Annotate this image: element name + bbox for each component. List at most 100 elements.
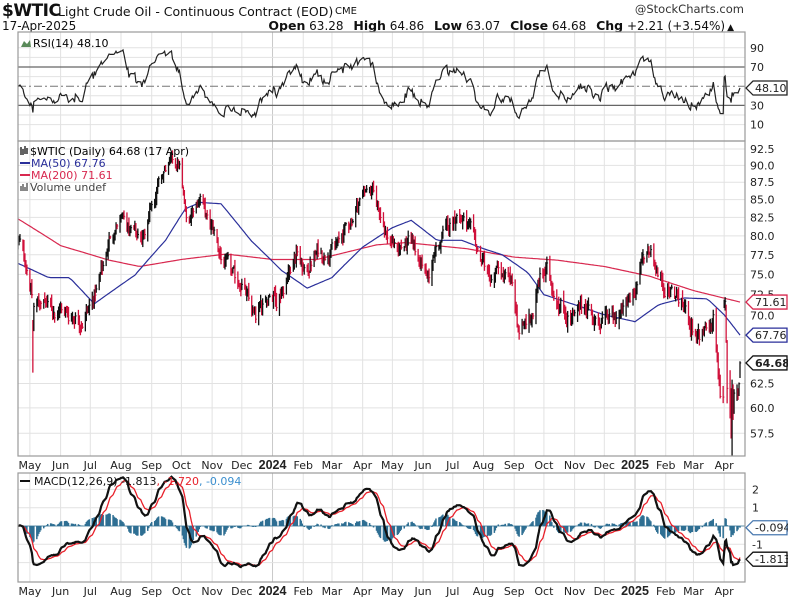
month-label: Jun (413, 585, 431, 598)
month-label: Jun (51, 585, 69, 598)
macd-legend: MACD(12,26,9) -1.813, -1.720, -0.094 (20, 475, 241, 488)
price-tick-label: 92.5 (750, 143, 775, 156)
month-label: Sep (504, 459, 525, 472)
value-tag-text: 67.76 (755, 329, 787, 342)
month-label: Nov (564, 459, 586, 472)
price-hgrid (18, 148, 745, 434)
macd-panel-border (17, 472, 746, 583)
change-value: +2.21 (+3.54%) (626, 19, 726, 33)
price-tick-label: 77.5 (750, 249, 775, 262)
month-label: Feb (293, 459, 312, 472)
month-label: May (381, 585, 404, 598)
month-label: Mar (322, 459, 343, 472)
price-tick-label: 80.0 (750, 230, 775, 243)
month-label: Jun (413, 459, 431, 472)
price-tick-label: 62.5 (750, 377, 775, 390)
price-bars (18, 150, 742, 456)
price-tick-label: 57.5 (750, 427, 775, 440)
ohlc-summary: Open 63.28 High 64.86 Low 63.07 Close 64… (268, 18, 734, 33)
month-label: Aug (473, 459, 494, 472)
month-label: Nov (564, 585, 586, 598)
price-legend-label: $WTIC (Daily) 64.68 (17 Apr) (30, 145, 189, 158)
month-label: Sep (504, 585, 525, 598)
month-label: Feb (656, 585, 675, 598)
close-value-tag: 64.68 (745, 355, 788, 371)
middle-date-axis: May Jun Jul Aug Sep Oct Nov Dec 2024 Feb Mar Apr May… (19, 458, 735, 472)
month-label: Sep (141, 459, 162, 472)
low-value: 63.07 (465, 19, 501, 33)
month-label: Feb (656, 459, 675, 472)
mountain-icon (21, 40, 31, 47)
value-tag-box (745, 520, 788, 536)
value-tag-text: 64.68 (755, 357, 788, 370)
rsi-tick-label: 70 (750, 61, 764, 74)
month-label: Dec (231, 459, 252, 472)
month-label: Mar (683, 459, 704, 472)
price-legend: $WTIC (Daily) 64.68 (17 Apr)MA(50) 67.76… (20, 145, 189, 194)
month-label: Apr (353, 585, 373, 598)
stockcharts-copyright[interactable]: @StockCharts.com (634, 2, 744, 16)
month-label: Jul (83, 585, 97, 598)
month-label: Dec (231, 585, 252, 598)
month-label: Apr (353, 459, 373, 472)
ohlc-bars-icon (20, 146, 28, 155)
month-label: Aug (110, 459, 131, 472)
macd-tick-label: 2 (752, 483, 759, 496)
month-label: Mar (683, 585, 704, 598)
ma50-legend-label: MA(50) 67.76 (31, 157, 106, 170)
instrument-name: Light Crude Oil - Continuous Contract (E… (58, 4, 334, 19)
price-tick-label: 90.0 (750, 159, 775, 172)
value-tag-box (745, 327, 788, 343)
macd-histogram (18, 509, 741, 549)
month-label: Feb (293, 585, 312, 598)
change-label: Chg (596, 18, 624, 33)
ma50-value-tag: 67.76 (745, 327, 788, 343)
macd-tick-label: 1 (752, 502, 759, 515)
rsi-value-tag: 48.10 (745, 80, 788, 96)
month-label: Jul (83, 459, 97, 472)
month-label: Aug (473, 585, 494, 598)
exchange-label: CME (335, 6, 357, 17)
close-label: Close (510, 18, 549, 33)
quote-date: 17-Apr-2025 (2, 19, 77, 33)
price-tick-label: 75.0 (750, 268, 775, 281)
price-tick-label: 85.0 (750, 194, 775, 207)
month-label: 2024 (259, 458, 287, 472)
month-label: Jul (445, 459, 459, 472)
month-label: 2024 (259, 584, 287, 598)
price-tick-label: 70.0 (750, 310, 775, 323)
rsi-line (18, 48, 741, 120)
value-tag-text: -0.094 (755, 522, 788, 535)
value-tag-box (745, 355, 788, 371)
price-tick-label: 60.0 (750, 402, 775, 415)
volume-legend-label: Volume undef (30, 181, 107, 194)
value-tag-box (745, 294, 788, 310)
macd-legend-text: MACD(12,26,9) -1.813, -1.720, -0.094 (34, 475, 241, 488)
signal-line (18, 480, 741, 566)
month-label: 2025 (621, 458, 649, 472)
month-label: Jul (445, 585, 459, 598)
month-label: Oct (534, 459, 554, 472)
volume-bars-icon (20, 183, 28, 191)
value-tag-box (745, 80, 788, 96)
month-label: Dec (594, 585, 615, 598)
value-tag-text: 71.61 (755, 296, 787, 309)
month-label: Jun (51, 459, 69, 472)
open-label: Open (268, 18, 306, 33)
month-label: Nov (201, 459, 223, 472)
close-value: 64.68 (551, 19, 587, 33)
month-label: Nov (201, 585, 223, 598)
up-arrow-icon: ▲ (727, 23, 734, 33)
price-tick-label: 82.5 (750, 211, 775, 224)
high-value: 64.86 (389, 19, 425, 33)
histogram-legend-label: , -0.094 (199, 475, 241, 488)
value-tag-text: 48.10 (755, 82, 787, 95)
ma200-line (18, 218, 741, 303)
bottom-date-axis: May Jun Jul Aug Sep Oct Nov Dec 2024 Feb Mar Apr May… (19, 584, 735, 598)
rsi-legend: RSI(14) 48.10 (21, 37, 108, 50)
ma200-legend-label: MA(200) 71.61 (31, 169, 113, 182)
month-label: Oct (172, 459, 192, 472)
month-label: May (19, 459, 42, 472)
signal-legend-label: , -1.720 (157, 475, 199, 488)
